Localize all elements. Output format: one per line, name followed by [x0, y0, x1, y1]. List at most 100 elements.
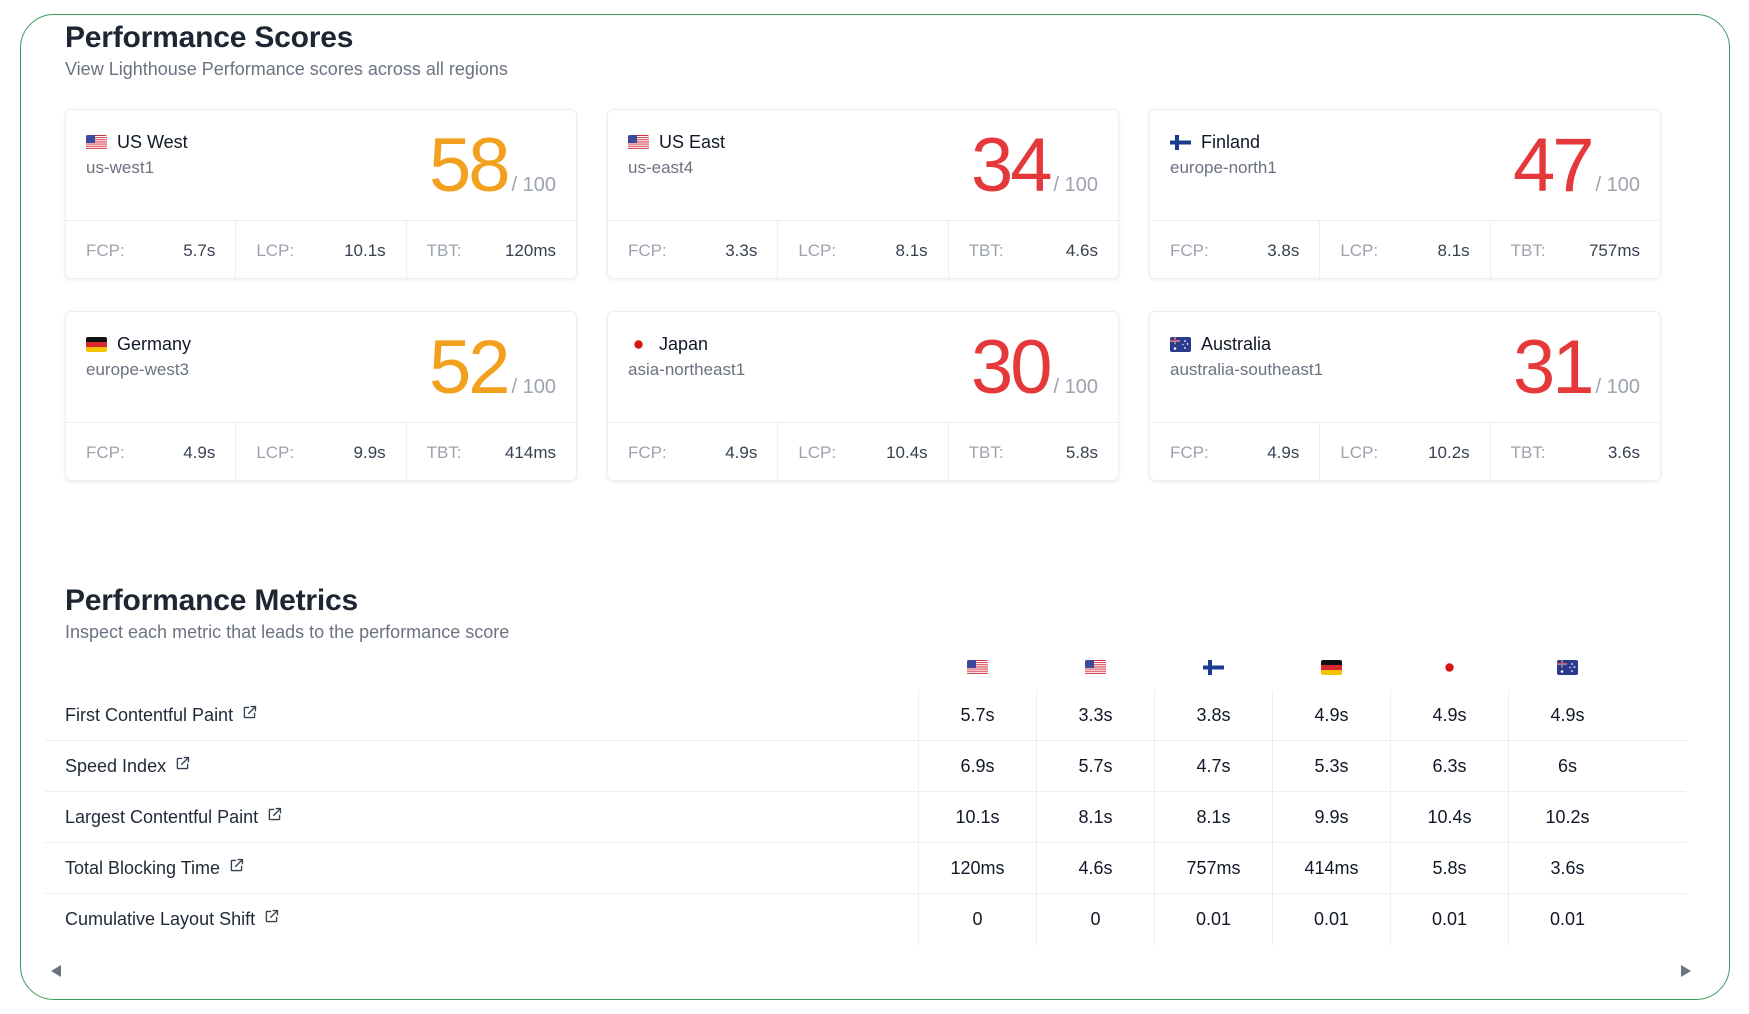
fcp-label: FCP:	[628, 240, 667, 260]
tbt-label: TBT:	[1510, 240, 1546, 260]
fcp-metric: FCP: 4.9s	[608, 423, 777, 482]
tbt-label: TBT:	[426, 240, 462, 260]
metric-value-cell: 0.01	[1272, 894, 1390, 945]
region-code: europe-north1	[1170, 158, 1277, 177]
tbt-label: TBT:	[1510, 442, 1546, 462]
score-max: / 100	[1595, 174, 1640, 196]
us-flag-icon	[86, 135, 107, 150]
metric-link[interactable]: Total Blocking Time	[65, 857, 245, 879]
region-score-cards: US West us-west1 58 / 100 FCP: 5.7s LCP:…	[65, 109, 1661, 482]
region-name: Japan	[659, 334, 709, 354]
metric-value-cell: 0.01	[1154, 894, 1272, 945]
score-value: 34	[970, 123, 1053, 208]
region-card-finland[interactable]: Finland europe-north1 47 / 100 FCP: 3.8s…	[1149, 109, 1661, 280]
metric-name: Total Blocking Time	[65, 857, 221, 878]
metric-link[interactable]: Cumulative Layout Shift	[65, 908, 280, 930]
performance-score: 52 / 100	[429, 330, 556, 406]
score-value: 30	[970, 325, 1053, 410]
external-link-icon[interactable]	[263, 908, 280, 930]
performance-score: 34 / 100	[971, 128, 1098, 204]
column-flag	[1508, 660, 1626, 675]
lcp-value: 10.4s	[886, 442, 928, 462]
metric-value-cell: 120ms	[918, 843, 1036, 894]
score-value: 52	[428, 325, 511, 410]
region-card-germany[interactable]: Germany europe-west3 52 / 100 FCP: 4.9s …	[65, 311, 577, 482]
fcp-value: 5.7s	[183, 240, 216, 260]
tbt-value: 120ms	[504, 240, 556, 260]
scroll-right-arrow-icon[interactable]	[1681, 965, 1691, 977]
fcp-label: FCP:	[628, 442, 667, 462]
external-link-icon[interactable]	[174, 755, 191, 777]
metric-link[interactable]: Speed Index	[65, 755, 191, 777]
external-link-icon[interactable]	[228, 857, 245, 879]
metric-value-cell: 0.01	[1390, 894, 1508, 945]
tbt-metric: TBT: 120ms	[405, 221, 576, 280]
metrics-subtitle: Inspect each metric that leads to the pe…	[65, 622, 510, 642]
region-card-japan[interactable]: Japan asia-northeast1 30 / 100 FCP: 4.9s…	[607, 311, 1119, 482]
fcp-label: FCP:	[86, 442, 125, 462]
metric-value-cell: 5.7s	[918, 690, 1036, 741]
scroll-left-arrow-icon[interactable]	[51, 965, 61, 977]
tbt-value: 5.8s	[1065, 442, 1098, 462]
region-card-us-west[interactable]: US West us-west1 58 / 100 FCP: 5.7s LCP:…	[65, 109, 577, 280]
germany-flag-icon	[86, 337, 107, 352]
column-flag	[1036, 660, 1154, 675]
finland-flag-icon	[1202, 660, 1224, 675]
fcp-value: 4.9s	[725, 442, 758, 462]
table-row: First Contentful Paint 5.7s 3.3s 3.8s 4.9s 4…	[45, 690, 1686, 741]
performance-score: 30 / 100	[971, 330, 1098, 406]
lcp-label: LCP:	[256, 442, 295, 462]
card-header: Finland europe-north1 47 / 100	[1150, 110, 1660, 220]
external-link-icon[interactable]	[241, 704, 258, 726]
region-code: us-east4	[628, 158, 694, 177]
card-header: Australia australia-southeast1 31 / 100	[1150, 312, 1660, 422]
scores-title: Performance Scores	[65, 21, 354, 54]
metric-value-cell: 4.7s	[1154, 741, 1272, 792]
table-row: Largest Contentful Paint 10.1s 8.1s 8.1s 9.…	[45, 792, 1686, 843]
metric-value-cell: 3.3s	[1036, 690, 1154, 741]
region-card-us-east[interactable]: US East us-east4 34 / 100 FCP: 3.3s LCP:…	[607, 109, 1119, 280]
metric-value-cell: 10.1s	[918, 792, 1036, 843]
metric-link[interactable]: First Contentful Paint	[65, 704, 258, 726]
metric-value-cell: 10.2s	[1508, 792, 1626, 843]
score-value: 47	[1512, 123, 1595, 208]
card-header: Germany europe-west3 52 / 100	[66, 312, 576, 422]
tbt-metric: TBT: 3.6s	[1489, 423, 1660, 482]
fcp-value: 4.9s	[1267, 442, 1300, 462]
lcp-label: LCP:	[256, 240, 295, 260]
finland-flag-icon	[1170, 135, 1191, 150]
performance-panel: Performance Scores View Lighthouse Perfo…	[20, 14, 1730, 1000]
metric-name: Largest Contentful Paint	[65, 806, 259, 827]
region-name: Finland	[1201, 132, 1261, 152]
card-metrics: FCP: 5.7s LCP: 10.1s TBT: 120ms	[66, 220, 576, 280]
metric-value-cell: 0	[918, 894, 1036, 945]
fcp-label: FCP:	[86, 240, 125, 260]
germany-flag-icon	[1320, 660, 1342, 675]
metric-value-cell: 5.8s	[1390, 843, 1508, 894]
performance-score: 31 / 100	[1513, 330, 1640, 406]
lcp-value: 9.9s	[353, 442, 386, 462]
metric-link[interactable]: Largest Contentful Paint	[65, 806, 283, 828]
lcp-metric: LCP: 10.1s	[235, 221, 405, 280]
lcp-value: 10.2s	[1428, 442, 1470, 462]
us-flag-icon	[1084, 660, 1106, 675]
australia-flag-icon	[1556, 660, 1578, 675]
lcp-metric: LCP: 8.1s	[777, 221, 947, 280]
lcp-metric: LCP: 8.1s	[1319, 221, 1489, 280]
fcp-metric: FCP: 3.8s	[1150, 221, 1319, 280]
tbt-metric: TBT: 757ms	[1489, 221, 1660, 280]
column-flag	[1390, 660, 1508, 675]
region-card-australia[interactable]: Australia australia-southeast1 31 / 100 …	[1149, 311, 1661, 482]
metric-value-cell: 10.4s	[1390, 792, 1508, 843]
japan-flag-icon	[1438, 660, 1460, 675]
region-name: US East	[659, 132, 726, 152]
card-metrics: FCP: 4.9s LCP: 9.9s TBT: 414ms	[66, 422, 576, 482]
region-heading: US East	[628, 132, 725, 153]
metric-value-cell: 4.9s	[1272, 690, 1390, 741]
column-flag	[918, 660, 1036, 675]
region-code: asia-northeast1	[628, 360, 746, 379]
fcp-metric: FCP: 4.9s	[1150, 423, 1319, 482]
external-link-icon[interactable]	[266, 806, 283, 828]
performance-score: 58 / 100	[429, 128, 556, 204]
lcp-metric: LCP: 10.4s	[777, 423, 947, 482]
